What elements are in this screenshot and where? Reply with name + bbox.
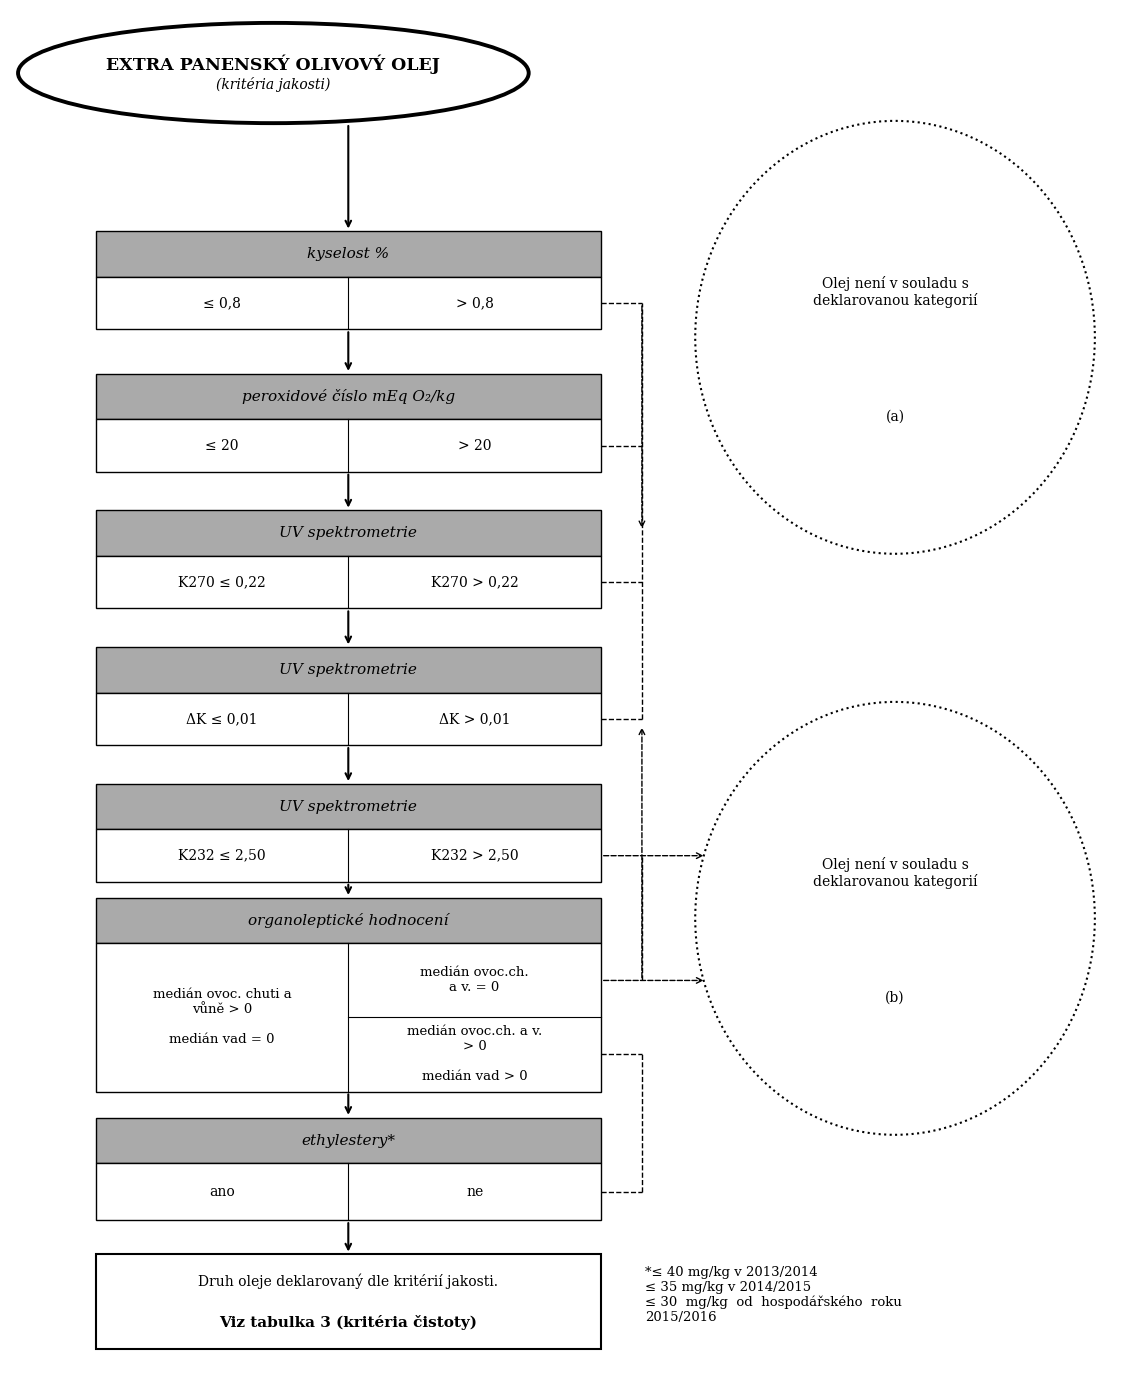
Text: UV spektrometrie: UV spektrometrie	[280, 663, 417, 677]
Text: Olej není v souladu s
deklarovanou kategorií: Olej není v souladu s deklarovanou kateg…	[813, 276, 977, 308]
Text: Olej není v souladu s
deklarovanou kategorií: Olej není v souladu s deklarovanou kateg…	[813, 856, 977, 889]
Ellipse shape	[18, 23, 528, 123]
Text: ano: ano	[209, 1185, 235, 1199]
Bar	[96, 232, 601, 278]
Text: kyselost %: kyselost %	[307, 247, 389, 261]
Bar	[96, 943, 601, 1091]
Text: > 20: > 20	[457, 439, 491, 453]
Text: organoleptické hodnocení: organoleptické hodnocení	[248, 913, 448, 928]
Bar	[96, 420, 601, 472]
Text: Druh oleje deklarovaný dle kritérií jakosti.: Druh oleje deklarovaný dle kritérií jako…	[198, 1273, 498, 1288]
Text: ≤ 20: ≤ 20	[206, 439, 238, 453]
Text: EXTRA PANENSKÝ OLIVOVÝ OLEJ: EXTRA PANENSKÝ OLIVOVÝ OLEJ	[107, 54, 441, 73]
Text: K270 ≤ 0,22: K270 ≤ 0,22	[178, 576, 266, 590]
Bar	[96, 557, 601, 609]
Text: > 0,8: > 0,8	[455, 296, 493, 311]
Text: medián ovoc.ch. a v.
> 0

medián vad > 0: medián ovoc.ch. a v. > 0 medián vad > 0	[407, 1026, 542, 1084]
Text: (a): (a)	[886, 410, 905, 424]
Text: K232 > 2,50: K232 > 2,50	[430, 849, 518, 863]
Bar	[96, 1254, 601, 1349]
Text: Viz tabulka 3 (kritéria čistoty): Viz tabulka 3 (kritéria čistoty)	[219, 1315, 478, 1330]
Bar	[96, 648, 601, 693]
Text: medián ovoc.ch.
a v. = 0: medián ovoc.ch. a v. = 0	[420, 967, 529, 994]
Text: (kritéria jakosti): (kritéria jakosti)	[216, 77, 330, 93]
Ellipse shape	[696, 702, 1095, 1135]
Bar	[96, 374, 601, 420]
Bar	[96, 278, 601, 329]
Text: *≤ 40 mg/kg v 2013/2014
≤ 35 mg/kg v 2014/2015
≤ 30  mg/kg  od  hospodářského  r: *≤ 40 mg/kg v 2013/2014 ≤ 35 mg/kg v 201…	[645, 1266, 903, 1324]
Text: K232 ≤ 2,50: K232 ≤ 2,50	[179, 849, 266, 863]
Bar	[96, 1163, 601, 1221]
Text: (b): (b)	[886, 992, 905, 1005]
Bar	[96, 693, 601, 746]
Ellipse shape	[696, 122, 1095, 554]
Text: K270 > 0,22: K270 > 0,22	[430, 576, 518, 590]
Text: medián ovoc. chuti a
vůně > 0

medián vad = 0: medián ovoc. chuti a vůně > 0 medián vad…	[153, 989, 291, 1047]
Bar	[96, 784, 601, 830]
Bar	[96, 898, 601, 943]
Bar	[96, 1117, 601, 1163]
Text: ΔK > 0,01: ΔK > 0,01	[438, 713, 510, 726]
Text: UV spektrometrie: UV spektrometrie	[280, 800, 417, 813]
Bar	[96, 830, 601, 882]
Text: ΔK ≤ 0,01: ΔK ≤ 0,01	[187, 713, 257, 726]
Bar	[96, 511, 601, 557]
Text: ne: ne	[466, 1185, 483, 1199]
Text: ≤ 0,8: ≤ 0,8	[203, 296, 241, 311]
Text: UV spektrometrie: UV spektrometrie	[280, 526, 417, 540]
Text: ethylestery*: ethylestery*	[301, 1134, 396, 1148]
Text: peroxidové číslo mEq O₂/kg: peroxidové číslo mEq O₂/kg	[242, 389, 455, 405]
